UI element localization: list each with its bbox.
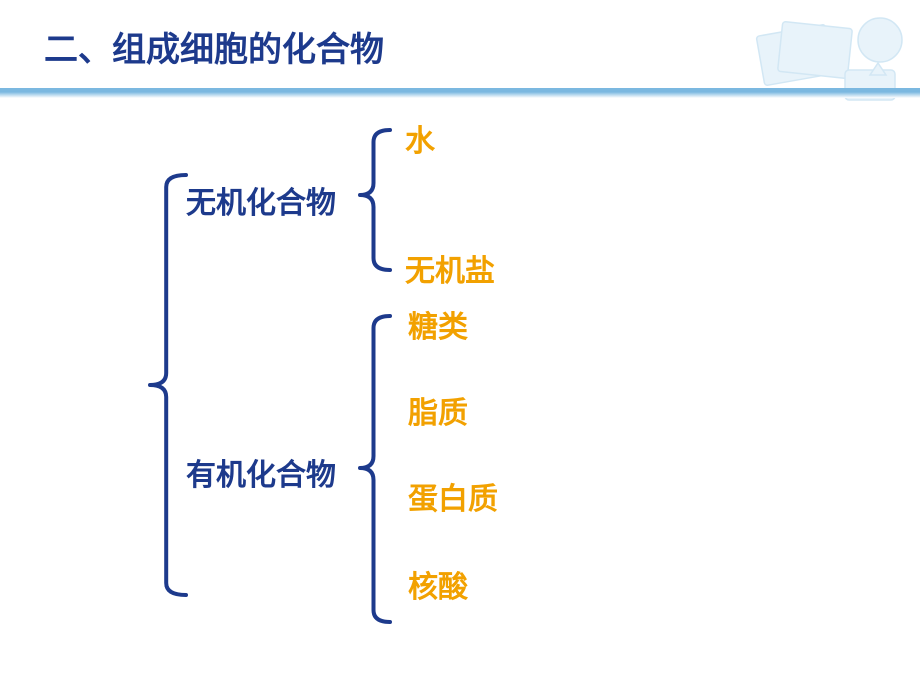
category-organic-label: 有机化合物 [186,450,336,494]
brace-organic [360,306,400,632]
brace-inorganic [360,120,400,280]
corner-decoration-icon [750,0,920,120]
item-water: 水 [405,116,435,160]
brace-main [150,165,196,605]
item-inorganic-salt: 无机盐 [405,246,495,290]
item-nucleic-acid: 核酸 [408,562,468,606]
item-lipid: 脂质 [408,388,468,432]
category-inorganic-label: 无机化合物 [186,178,336,222]
title-separator [0,88,920,98]
slide-title: 二、组成细胞的化合物 [44,22,384,71]
slide: 二、组成细胞的化合物 无机化合物 水 无机盐 有机化合物 糖类 脂质 蛋白质 核… [0,0,920,690]
item-protein: 蛋白质 [408,474,498,518]
item-sugar: 糖类 [408,302,468,346]
